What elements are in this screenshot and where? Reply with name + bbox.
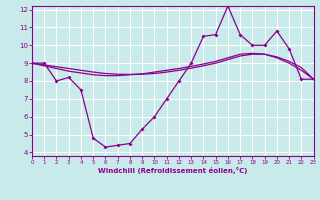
X-axis label: Windchill (Refroidissement éolien,°C): Windchill (Refroidissement éolien,°C) bbox=[98, 167, 247, 174]
